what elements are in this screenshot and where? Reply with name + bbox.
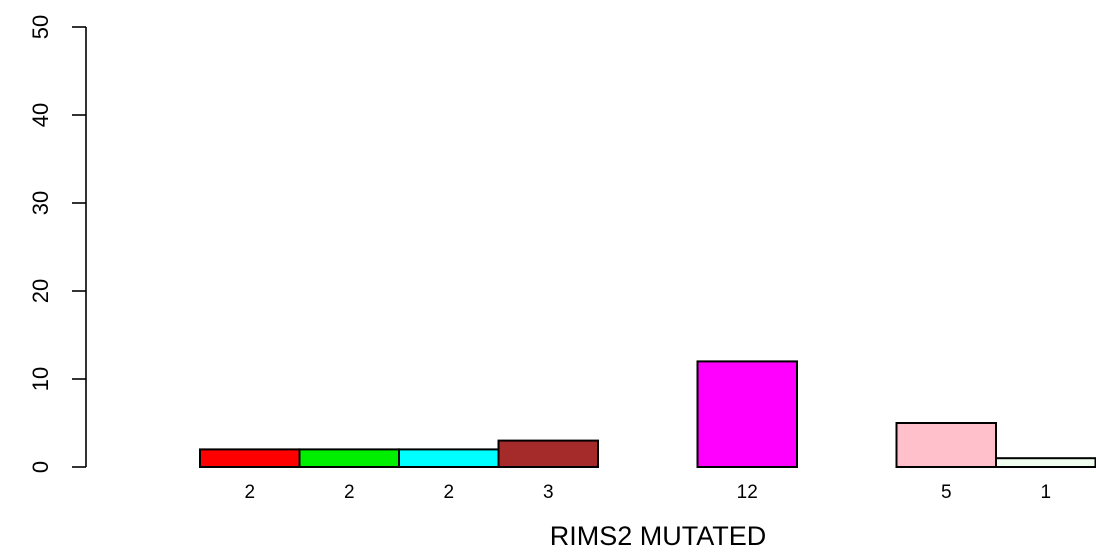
y-tick-label: 30 [28,191,53,215]
bar [696,360,798,468]
y-tick-label: 20 [28,279,53,303]
y-axis: 0 10 20 30 40 50 [28,15,87,473]
bar [497,439,599,469]
bar [398,448,500,468]
bar [298,448,400,468]
bar-count-label: 2 [244,482,255,503]
bar-count-label: 12 [737,482,758,503]
bar-count-label: 2 [443,482,454,503]
y-tick-label: 0 [28,461,53,473]
bar-labels: 2 2 2 3 12 5 1 [244,482,1051,503]
bar-count-label: 3 [543,482,554,503]
bar [995,457,1096,469]
x-axis-title: RIMS2 MUTATED [550,521,767,551]
bar-count-label: 2 [344,482,355,503]
bars [199,360,1096,469]
bar-count-label: 5 [941,482,952,503]
y-tick-label: 10 [28,367,53,391]
bar-count-label: 1 [1040,482,1051,503]
y-tick-label: 40 [28,103,53,127]
bar [199,448,301,468]
y-tick-label: 50 [28,15,53,39]
bar [895,422,997,468]
